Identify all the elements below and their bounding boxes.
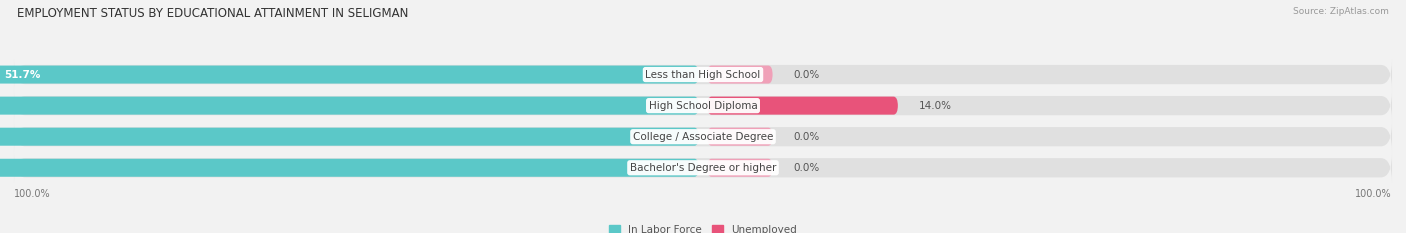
Text: 0.0%: 0.0%	[793, 132, 820, 142]
Text: Less than High School: Less than High School	[645, 70, 761, 79]
Text: 0.0%: 0.0%	[793, 163, 820, 173]
FancyBboxPatch shape	[707, 128, 773, 146]
FancyBboxPatch shape	[0, 97, 699, 115]
Text: 0.0%: 0.0%	[793, 70, 820, 79]
FancyBboxPatch shape	[14, 121, 1392, 152]
FancyBboxPatch shape	[14, 153, 1392, 183]
Text: 14.0%: 14.0%	[918, 101, 952, 111]
FancyBboxPatch shape	[0, 159, 699, 177]
FancyBboxPatch shape	[14, 59, 1392, 90]
Text: 51.7%: 51.7%	[4, 70, 41, 79]
Text: College / Associate Degree: College / Associate Degree	[633, 132, 773, 142]
Text: 100.0%: 100.0%	[14, 189, 51, 199]
Text: 100.0%: 100.0%	[1355, 189, 1392, 199]
Text: Bachelor's Degree or higher: Bachelor's Degree or higher	[630, 163, 776, 173]
FancyBboxPatch shape	[707, 65, 773, 84]
FancyBboxPatch shape	[14, 90, 1392, 121]
Legend: In Labor Force, Unemployed: In Labor Force, Unemployed	[605, 221, 801, 233]
FancyBboxPatch shape	[0, 65, 699, 84]
FancyBboxPatch shape	[0, 128, 699, 146]
Text: Source: ZipAtlas.com: Source: ZipAtlas.com	[1294, 7, 1389, 16]
Text: EMPLOYMENT STATUS BY EDUCATIONAL ATTAINMENT IN SELIGMAN: EMPLOYMENT STATUS BY EDUCATIONAL ATTAINM…	[17, 7, 408, 20]
FancyBboxPatch shape	[707, 159, 773, 177]
Text: High School Diploma: High School Diploma	[648, 101, 758, 111]
FancyBboxPatch shape	[707, 97, 898, 115]
